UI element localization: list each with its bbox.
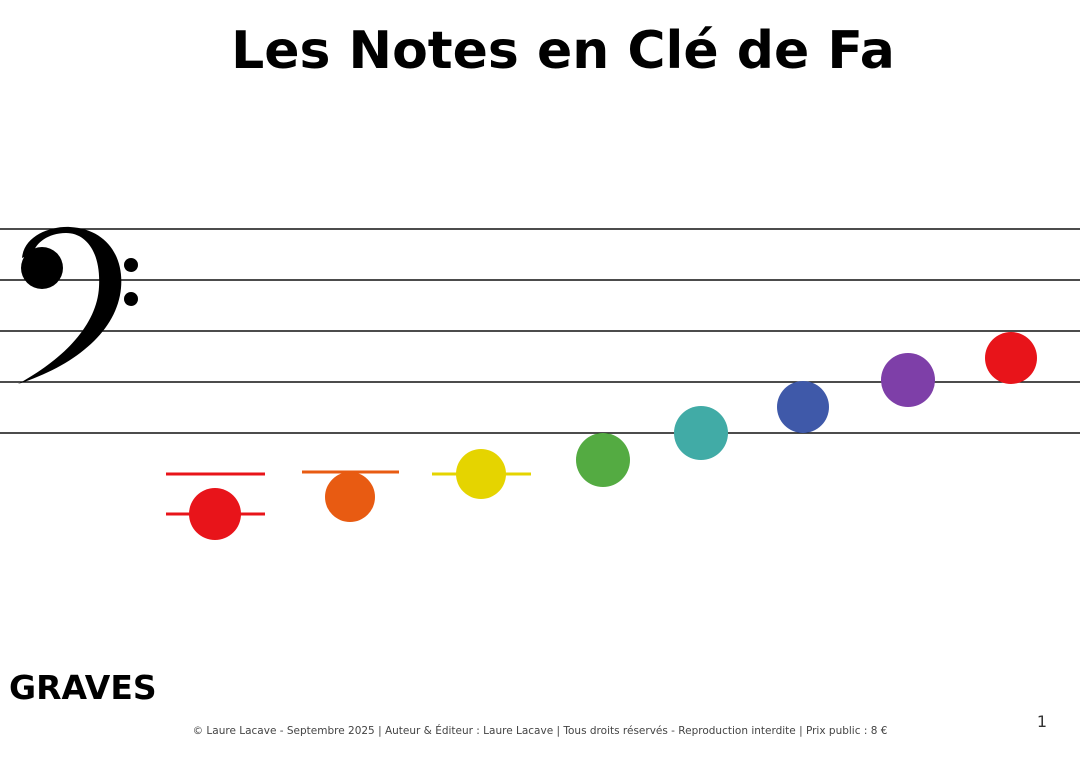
title: Les Notes en Clé de Fa <box>231 21 895 81</box>
clef-body <box>18 226 122 384</box>
notes <box>166 332 1037 540</box>
note <box>325 472 375 522</box>
clef-head <box>21 247 63 289</box>
note <box>576 433 630 487</box>
copyright: © Laure Lacave - Septembre 2025 | Auteur… <box>193 724 888 737</box>
clef-dot <box>124 258 138 272</box>
note <box>456 449 506 499</box>
note <box>985 332 1037 384</box>
note <box>189 488 241 540</box>
note <box>674 406 728 460</box>
note <box>881 353 935 407</box>
bass-clef <box>18 226 138 384</box>
note <box>777 381 829 433</box>
clef-dot <box>124 292 138 306</box>
section-label: GRAVES <box>9 668 157 707</box>
page-number: 1 <box>1037 712 1047 731</box>
